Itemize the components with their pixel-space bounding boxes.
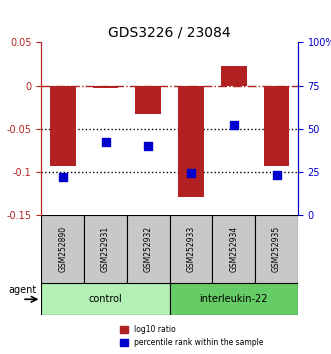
Bar — [50, 86, 75, 166]
Text: GSM252932: GSM252932 — [144, 226, 153, 272]
Point — [103, 139, 108, 145]
Text: GSM252933: GSM252933 — [186, 226, 196, 272]
Point — [231, 122, 236, 128]
FancyBboxPatch shape — [41, 215, 84, 284]
Text: GSM252931: GSM252931 — [101, 226, 110, 272]
Legend: log10 ratio, percentile rank within the sample: log10 ratio, percentile rank within the … — [117, 322, 267, 350]
Text: control: control — [89, 294, 122, 304]
Bar — [178, 86, 204, 198]
FancyBboxPatch shape — [169, 215, 213, 284]
Text: agent: agent — [9, 285, 37, 295]
Bar — [221, 66, 247, 86]
Text: GSM252890: GSM252890 — [58, 226, 67, 272]
Bar — [264, 86, 289, 166]
Text: interleukin-22: interleukin-22 — [200, 294, 268, 304]
FancyBboxPatch shape — [169, 284, 298, 315]
FancyBboxPatch shape — [127, 215, 169, 284]
FancyBboxPatch shape — [41, 284, 169, 315]
Bar — [135, 86, 161, 114]
Point — [274, 172, 279, 178]
FancyBboxPatch shape — [84, 215, 127, 284]
Title: GDS3226 / 23084: GDS3226 / 23084 — [108, 26, 231, 40]
Text: GSM252934: GSM252934 — [229, 226, 238, 272]
Point — [188, 171, 194, 176]
Point — [60, 174, 66, 179]
Text: GSM252935: GSM252935 — [272, 226, 281, 272]
Bar — [93, 86, 118, 88]
FancyBboxPatch shape — [255, 215, 298, 284]
Point — [146, 143, 151, 149]
FancyBboxPatch shape — [213, 215, 255, 284]
